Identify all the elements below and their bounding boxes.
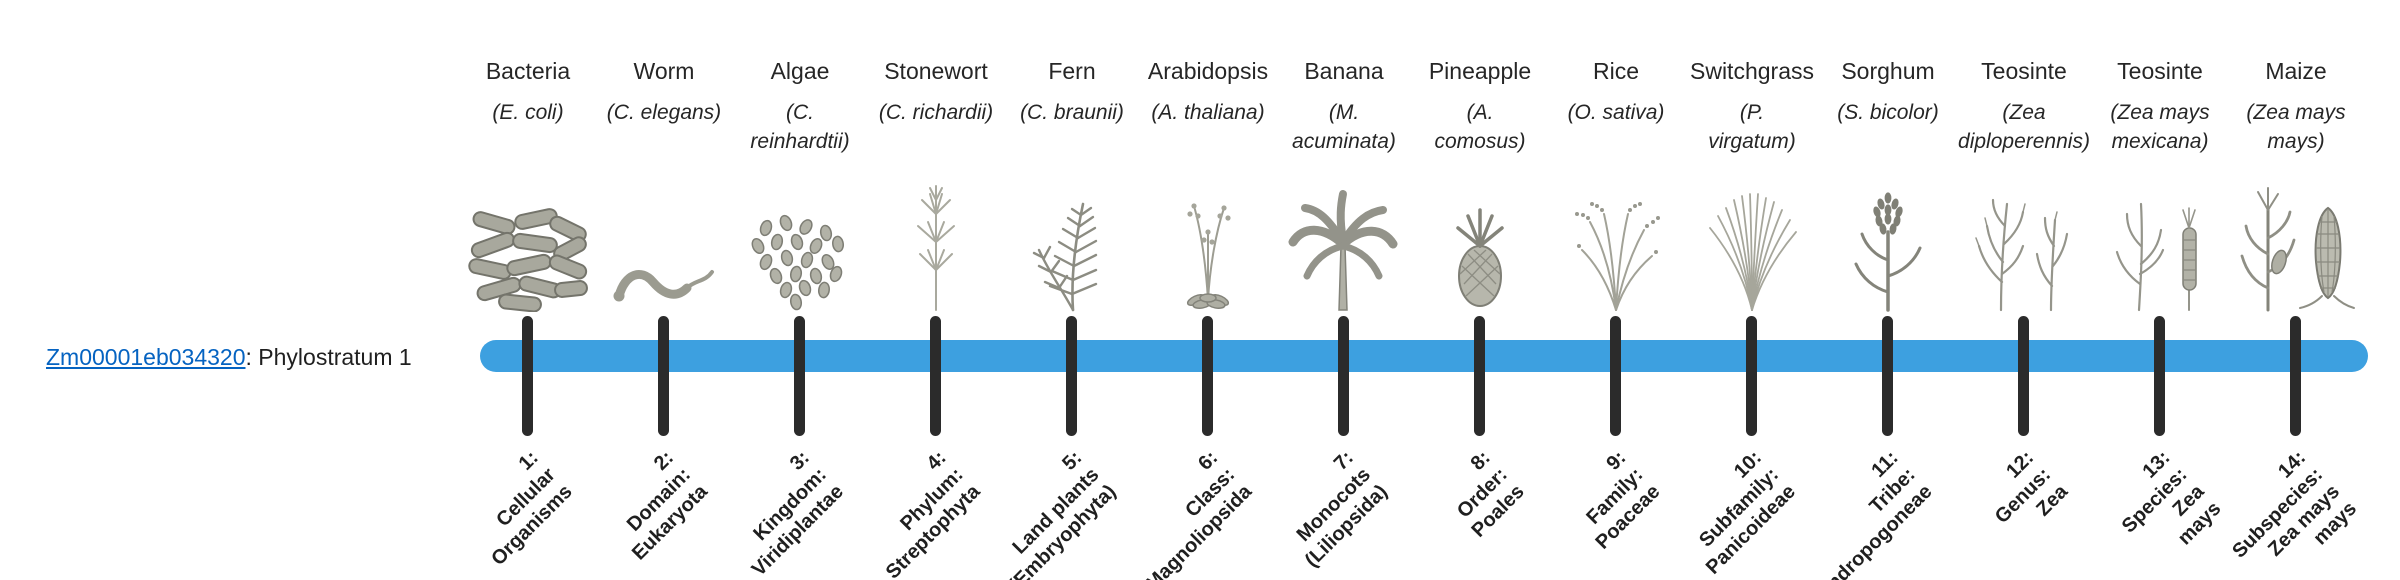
rice-plant-icon: [1548, 178, 1684, 312]
taxon-column-maize: Maize (Zea mays mays): [2228, 0, 2364, 580]
fern-icon: [1004, 178, 1140, 312]
taxon-column-switchgrass: Switchgrass (P. virgatum) 10: Subfamily:…: [1684, 0, 1820, 580]
taxon-scientific-name: (C. reinhardtii): [750, 101, 850, 153]
taxon-common-name: Bacteria: [485, 58, 571, 84]
algae-icon: [732, 178, 868, 312]
phylostratum-tick: [930, 316, 941, 436]
stonewort-icon: [868, 178, 1004, 312]
taxon-common-name: Banana: [1304, 58, 1384, 84]
taxon-scientific-name: (A. comosus): [1434, 101, 1526, 153]
phylostratum-tick: [2018, 316, 2029, 436]
taxon-common-name: Teosinte: [2117, 58, 2203, 84]
taxon-common-name: Stonewort: [884, 58, 988, 84]
taxon-column-algae: Algae (C. reinhardtii): [732, 0, 868, 580]
teosinte-mexicana-icon: [2092, 178, 2228, 312]
taxon-column-pineapple: Pineapple (A. comosus) 8: Order: Poales: [1412, 0, 1548, 580]
gene-label: Zm00001eb034320: Phylostratum 1: [46, 344, 412, 371]
taxon-column-teosinte-mexicana: Teosinte (Zea mays mexicana): [2092, 0, 2228, 580]
timeline-bar: [480, 340, 2368, 372]
taxon-scientific-name: (Zea mays mays): [2246, 101, 2346, 153]
phylostratum-tick: [1610, 316, 1621, 436]
taxon-common-name: Worm: [633, 58, 695, 84]
taxon-common-name: Algae: [770, 58, 830, 84]
taxon-scientific-name: (E. coli): [492, 101, 564, 124]
gene-label-suffix: : Phylostratum 1: [245, 344, 412, 370]
taxon-scientific-name: (C. braunii): [1020, 101, 1124, 124]
taxon-scientific-name: (C. elegans): [606, 101, 722, 124]
taxon-scientific-name: (A. thaliana): [1151, 101, 1265, 124]
pineapple-icon: [1412, 178, 1548, 312]
maize-plant-and-cob-icon: [2228, 178, 2364, 312]
taxon-column-teosinte-diploperennis: Teosinte (Zea diploperennis) 12: Genus: …: [1956, 0, 2092, 580]
banana-plant-icon: [1276, 178, 1412, 312]
phylostratum-tick: [1338, 316, 1349, 436]
phylostratum-tick: [1066, 316, 1077, 436]
phylostratum-tick: [2290, 316, 2301, 436]
taxon-column-sorghum: Sorghum (S. bicolor): [1812, 0, 1956, 580]
taxon-column-bacteria: Bacteria (E. coli) 1: Cellular Organisms: [460, 0, 596, 580]
phylostratum-tick: [2154, 316, 2165, 436]
taxon-scientific-name: (S. bicolor): [1837, 101, 1939, 124]
phylostratum-tick: [1882, 316, 1893, 436]
taxon-column-worm: Worm (C. elegans) 2: Domain: Eukaryota: [596, 0, 732, 580]
arabidopsis-icon: [1140, 178, 1276, 312]
taxon-column-banana: Banana (M. acuminata) 7: Monocots (Lilio…: [1276, 0, 1412, 580]
taxon-scientific-name: (Zea diploperennis): [1958, 101, 2090, 153]
taxon-column-fern: Fern (C. braunii) 5: Land plants (Embryo…: [1004, 0, 1140, 580]
phylostratum-tick: [1474, 316, 1485, 436]
taxon-scientific-name: (Zea mays mexicana): [2110, 101, 2210, 153]
phylostratum-tick: [658, 316, 669, 436]
worm-icon: [596, 178, 732, 312]
bacteria-icon: [460, 178, 596, 312]
taxon-common-name: Arabidopsis: [1147, 58, 1269, 84]
phylostratum-tick: [1746, 316, 1757, 436]
phylostratum-tick: [522, 316, 533, 436]
taxon-common-name: Sorghum: [1841, 58, 1935, 84]
gene-link[interactable]: Zm00001eb034320: [46, 344, 246, 370]
taxon-scientific-name: (C. richardii): [878, 101, 994, 124]
taxon-common-name: Teosinte: [1981, 58, 2067, 84]
taxon-scientific-name: (M. acuminata): [1292, 101, 1396, 153]
phylostratum-tick: [1202, 316, 1213, 436]
taxon-column-arabidopsis: Arabidopsis (A. thaliana): [1140, 0, 1276, 580]
taxon-common-name: Fern: [1048, 58, 1096, 84]
taxon-common-name: Switchgrass: [1690, 58, 1814, 84]
taxon-common-name: Pineapple: [1428, 58, 1532, 84]
taxon-common-name: Rice: [1592, 58, 1639, 84]
taxon-scientific-name: (P. virgatum): [1708, 101, 1796, 153]
taxon-common-name: Maize: [2265, 58, 2327, 84]
taxon-column-rice: Rice (O. sativa): [1548, 0, 1684, 580]
taxon-scientific-name: (O. sativa): [1567, 101, 1665, 124]
switchgrass-icon: [1684, 178, 1820, 312]
teosinte-diploperennis-icon: [1956, 178, 2092, 312]
phylostratum-tick: [794, 316, 805, 436]
taxon-column-stonewort: Stonewort (C. richardii) 4: Phylum: Stre…: [868, 0, 1004, 580]
sorghum-icon: [1820, 178, 1956, 312]
